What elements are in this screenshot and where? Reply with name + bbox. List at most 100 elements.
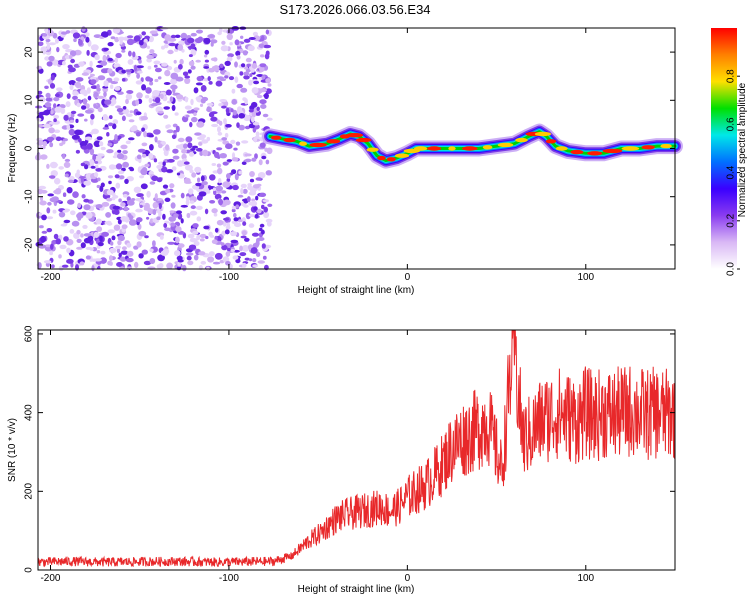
noise-dot (220, 45, 229, 52)
noise-dot (127, 59, 134, 65)
noise-dot (236, 83, 243, 89)
noise-dot (218, 178, 222, 184)
noise-dot (165, 188, 170, 194)
noise-dot (165, 89, 172, 96)
ridge-peak (270, 135, 282, 140)
noise-dot (221, 40, 226, 45)
noise-dot (120, 202, 126, 207)
ridge-peak (497, 142, 514, 148)
noise-dot (50, 109, 54, 115)
noise-dot (219, 27, 223, 33)
noise-dot (68, 55, 73, 59)
noise-dot (109, 115, 113, 120)
noise-dot (157, 110, 164, 114)
noise-dot (42, 123, 51, 129)
noise-dot (246, 196, 251, 203)
noise-dot (90, 79, 97, 85)
noise-dot (193, 254, 199, 261)
noise-dot (122, 150, 128, 155)
noise-dot (76, 238, 82, 243)
noise-dot (193, 87, 199, 94)
noise-dot (187, 37, 195, 44)
noise-dot (164, 197, 171, 202)
noise-dot (53, 118, 57, 123)
noise-dot (254, 153, 258, 160)
noise-dot (232, 255, 239, 260)
colorbar-label: Normalized spectral amplitude (737, 82, 748, 217)
noise-dot (56, 87, 63, 92)
noise-dot (163, 44, 169, 49)
noise-dot (46, 43, 51, 50)
noise-dot (245, 212, 251, 220)
noise-dot (149, 258, 156, 264)
noise-dot (265, 78, 271, 83)
noise-dot (172, 155, 180, 160)
noise-dot (190, 148, 196, 151)
noise-dot (142, 153, 147, 158)
noise-dot (240, 63, 246, 68)
noise-dot (96, 250, 101, 254)
noise-dot (184, 164, 193, 171)
noise-dot (46, 163, 50, 169)
y-tick-label: 600 (24, 325, 35, 342)
y-tick-label: -20 (24, 237, 35, 252)
noise-dot (206, 102, 214, 106)
noise-dot (163, 149, 169, 157)
noise-dot (93, 140, 101, 148)
noise-dot (230, 249, 236, 252)
noise-dot (240, 35, 244, 39)
noise-dot (89, 60, 93, 68)
noise-dot (194, 132, 202, 136)
noise-dot (62, 153, 66, 159)
noise-dot (257, 172, 266, 179)
noise-dot (45, 38, 51, 43)
noise-dot (53, 114, 60, 119)
noise-dot (179, 58, 184, 65)
noise-dot (106, 197, 113, 202)
noise-dot (46, 216, 54, 220)
noise-dot (107, 42, 114, 47)
noise-dot (231, 205, 237, 210)
x-tick-label: -100 (219, 573, 239, 584)
noise-dot (146, 216, 150, 220)
noise-dot (147, 65, 152, 70)
spectrogram-x-label: Height of straight line (km) (298, 285, 415, 296)
colorbar-tick-label: 0.6 (726, 117, 737, 131)
noise-dot (86, 143, 93, 150)
spectrogram-noise-dots (34, 26, 273, 272)
noise-dot (41, 230, 48, 234)
noise-dot (207, 76, 211, 82)
noise-dot (168, 38, 177, 42)
noise-dot (252, 264, 259, 268)
noise-dot (174, 250, 181, 257)
noise-dot (135, 131, 141, 137)
noise-dot (186, 252, 194, 256)
noise-dot (258, 159, 263, 166)
noise-dot (122, 106, 127, 110)
noise-dot (49, 161, 58, 169)
noise-dot (167, 158, 175, 163)
noise-dot (127, 213, 132, 218)
colorbar-tick-label: 0.8 (726, 69, 737, 83)
noise-dot (80, 176, 85, 184)
noise-dot (125, 69, 132, 73)
noise-dot (194, 37, 203, 44)
noise-dot (111, 97, 116, 103)
noise-dot (238, 170, 243, 175)
noise-dot (153, 90, 160, 94)
ridge-peak (346, 133, 364, 138)
colorbar-ticks: 0.0 0.2 0.4 0.6 0.8 (726, 69, 740, 276)
noise-dot (184, 105, 192, 110)
noise-dot (234, 76, 239, 83)
noise-dot (154, 78, 159, 83)
noise-dot (114, 134, 118, 141)
noise-dot (192, 223, 199, 228)
noise-dot (84, 136, 93, 141)
noise-dot (220, 242, 225, 246)
noise-dot (49, 250, 53, 256)
noise-dot (233, 201, 241, 208)
noise-dot (126, 35, 134, 39)
noise-dot (189, 169, 194, 174)
noise-dot (246, 63, 251, 67)
noise-dot (218, 120, 223, 126)
